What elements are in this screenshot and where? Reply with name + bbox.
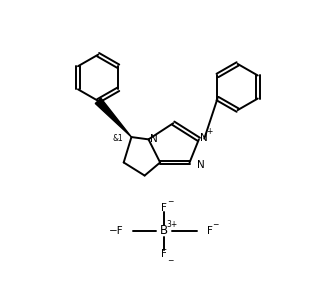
Text: F: F — [161, 203, 167, 213]
Text: 3+: 3+ — [166, 220, 177, 229]
Text: +: + — [206, 127, 213, 136]
Text: N: N — [150, 134, 158, 144]
Text: B: B — [160, 225, 168, 237]
Text: F: F — [207, 226, 213, 236]
Text: −F: −F — [108, 226, 123, 236]
Text: N: N — [197, 160, 205, 170]
Text: −: − — [167, 197, 173, 206]
Text: −: − — [212, 220, 218, 229]
Text: F: F — [161, 249, 167, 259]
Text: &1: &1 — [112, 134, 123, 143]
Polygon shape — [95, 98, 132, 137]
Text: N: N — [200, 133, 208, 143]
Text: −: − — [167, 256, 173, 265]
